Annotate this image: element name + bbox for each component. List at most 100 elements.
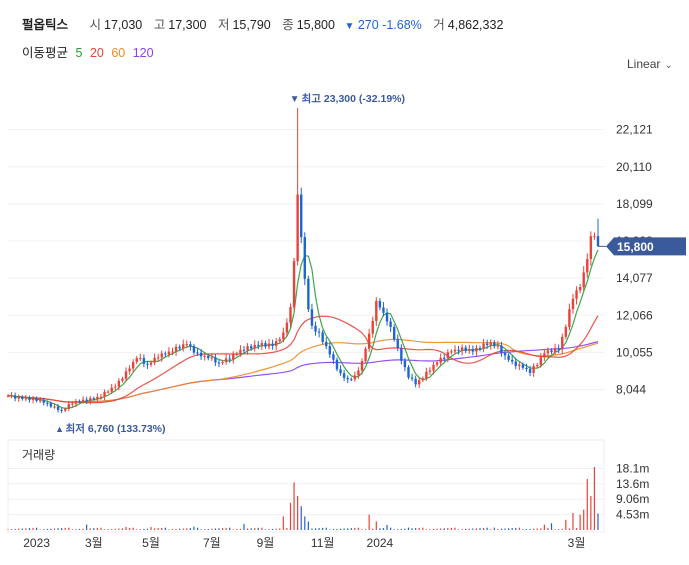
candle-body xyxy=(99,396,103,398)
low-label: 저 xyxy=(217,18,230,32)
candle-body xyxy=(575,290,578,299)
candle-body xyxy=(89,398,92,402)
candle-body xyxy=(568,309,571,327)
candle-body xyxy=(514,361,517,366)
candle-body xyxy=(153,357,156,363)
candle-body xyxy=(521,364,525,368)
candle-body xyxy=(300,194,303,238)
candle-body xyxy=(235,353,239,355)
candle-body xyxy=(271,343,274,346)
candle-body xyxy=(335,359,339,370)
change-percent: -1.68% xyxy=(382,18,422,32)
candle-body xyxy=(210,357,214,359)
change-value: 270 xyxy=(357,18,379,32)
candle-body xyxy=(60,409,63,411)
candle-body xyxy=(67,404,70,409)
candle-body xyxy=(203,355,206,357)
candle-body xyxy=(260,343,264,346)
candle-body xyxy=(74,401,78,404)
candle-body xyxy=(371,320,374,334)
candle-body xyxy=(110,387,113,392)
candle-body xyxy=(146,363,149,365)
candle-body xyxy=(117,380,121,387)
candle-body xyxy=(403,360,407,368)
x-tick-label: 3월 xyxy=(85,536,103,550)
candle-body xyxy=(460,347,464,351)
candle-body xyxy=(246,346,249,351)
low-marker-icon: ▲ xyxy=(55,424,64,434)
high-annotation: 최고 23,300 (-32.19%) xyxy=(302,92,405,105)
stock-name: 펄옵틱스 xyxy=(22,18,69,32)
candle-body xyxy=(214,357,217,363)
price-tick-label: 18,099 xyxy=(616,197,653,211)
ma-line-5 xyxy=(7,249,599,410)
candle-body xyxy=(414,378,417,385)
candle-body xyxy=(493,342,496,347)
candle-body xyxy=(557,348,560,350)
candle-body xyxy=(307,278,310,310)
candle-body xyxy=(503,353,507,356)
candle-body xyxy=(482,343,485,349)
candle-body xyxy=(228,358,231,360)
candle-body xyxy=(364,348,367,362)
candle-body xyxy=(350,379,353,381)
candle-body xyxy=(339,369,342,374)
candle-body xyxy=(367,333,371,349)
candle-body xyxy=(167,351,171,355)
candle-body xyxy=(589,236,593,259)
scale-selector-button[interactable]: Linear ⌄ xyxy=(627,57,673,71)
candle-body xyxy=(199,352,203,357)
candle-body xyxy=(17,396,20,399)
candle-body xyxy=(539,357,542,365)
candle-body xyxy=(78,401,81,403)
x-tick-label: 11월 xyxy=(311,536,335,550)
candle-body xyxy=(418,380,421,385)
candle-body xyxy=(207,355,210,359)
candle-body xyxy=(192,346,196,353)
candle-body xyxy=(400,348,403,361)
low-annotation: 최저 6,760 (133.73%) xyxy=(66,422,166,435)
candle-body xyxy=(310,309,314,326)
candle-body xyxy=(64,408,67,411)
candle-body xyxy=(325,341,328,347)
down-arrow-icon: ▼ xyxy=(344,21,355,32)
candle-body xyxy=(478,347,482,349)
candle-body xyxy=(392,326,396,340)
candle-body xyxy=(317,331,321,333)
candle-body xyxy=(532,366,535,373)
candle-body xyxy=(446,352,450,359)
candle-body xyxy=(6,395,10,397)
candle-body xyxy=(85,399,88,402)
candle-body xyxy=(578,286,582,291)
high-value: 17,300 xyxy=(168,18,207,32)
candle-body xyxy=(232,354,235,360)
candle-body xyxy=(178,346,181,349)
scale-selector-label: Linear xyxy=(627,57,661,71)
price-tick-label: 22,121 xyxy=(616,123,653,137)
candle-body xyxy=(217,362,221,364)
high-label: 고 xyxy=(153,18,166,32)
x-tick-label: 2023 xyxy=(23,536,50,550)
candle-body xyxy=(321,332,324,342)
candle-body xyxy=(96,396,99,399)
candle-body xyxy=(182,344,185,349)
candle-body xyxy=(257,344,260,346)
candle-body xyxy=(114,386,117,388)
candle-body xyxy=(274,341,278,346)
low-value: 15,790 xyxy=(232,18,271,32)
candle-body xyxy=(500,345,503,354)
candle-body xyxy=(432,364,435,371)
open-label: 시 xyxy=(89,18,102,32)
candle-body xyxy=(528,369,532,373)
candle-body xyxy=(382,307,385,313)
candle-body xyxy=(46,402,49,404)
candle-body xyxy=(596,236,600,247)
candle-body xyxy=(525,367,528,370)
candle-body xyxy=(264,343,267,347)
volume-label: 거 xyxy=(433,18,445,32)
candle-body xyxy=(510,359,514,362)
candle-body xyxy=(71,403,74,405)
candle-body xyxy=(171,351,174,353)
candle-body xyxy=(285,322,289,333)
